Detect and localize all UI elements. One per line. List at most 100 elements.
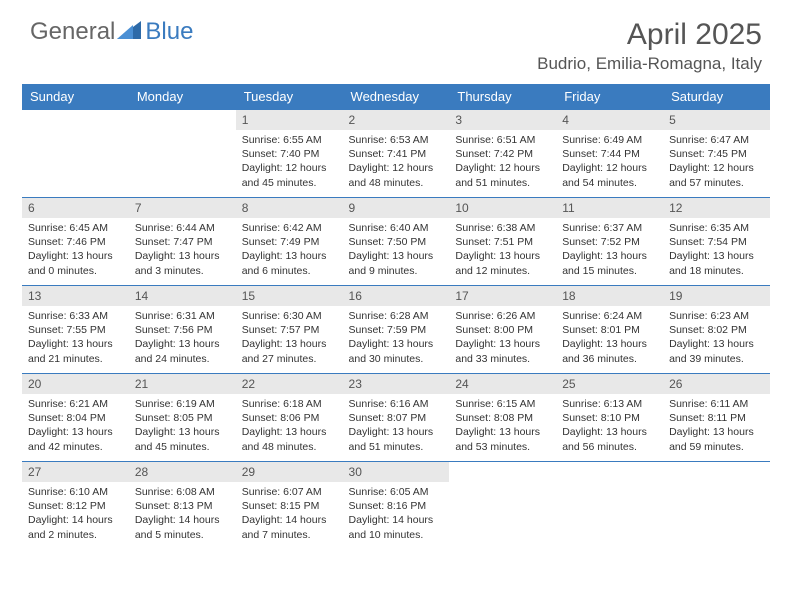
- calendar-cell: .: [449, 462, 556, 550]
- day-details: Sunrise: 6:55 AMSunset: 7:40 PMDaylight:…: [236, 130, 343, 196]
- day-number: 3: [449, 110, 556, 130]
- day-number: 21: [129, 374, 236, 394]
- calendar-week-row: 6Sunrise: 6:45 AMSunset: 7:46 PMDaylight…: [22, 198, 770, 286]
- day-number: 26: [663, 374, 770, 394]
- calendar-cell: 17Sunrise: 6:26 AMSunset: 8:00 PMDayligh…: [449, 286, 556, 374]
- calendar-cell: 1Sunrise: 6:55 AMSunset: 7:40 PMDaylight…: [236, 110, 343, 198]
- day-details: Sunrise: 6:13 AMSunset: 8:10 PMDaylight:…: [556, 394, 663, 460]
- day-number: 22: [236, 374, 343, 394]
- day-number: 4: [556, 110, 663, 130]
- day-number: 2: [343, 110, 450, 130]
- calendar-cell: 15Sunrise: 6:30 AMSunset: 7:57 PMDayligh…: [236, 286, 343, 374]
- day-details: Sunrise: 6:24 AMSunset: 8:01 PMDaylight:…: [556, 306, 663, 372]
- day-details: Sunrise: 6:33 AMSunset: 7:55 PMDaylight:…: [22, 306, 129, 372]
- calendar-cell: 14Sunrise: 6:31 AMSunset: 7:56 PMDayligh…: [129, 286, 236, 374]
- weekday-header-row: Sunday Monday Tuesday Wednesday Thursday…: [22, 84, 770, 110]
- day-details: Sunrise: 6:11 AMSunset: 8:11 PMDaylight:…: [663, 394, 770, 460]
- day-details: Sunrise: 6:47 AMSunset: 7:45 PMDaylight:…: [663, 130, 770, 196]
- weekday-header: Tuesday: [236, 84, 343, 110]
- day-number: 20: [22, 374, 129, 394]
- calendar-week-row: 20Sunrise: 6:21 AMSunset: 8:04 PMDayligh…: [22, 374, 770, 462]
- day-number: 27: [22, 462, 129, 482]
- day-number: 25: [556, 374, 663, 394]
- logo-text-blue: Blue: [145, 18, 193, 46]
- calendar-cell: 23Sunrise: 6:16 AMSunset: 8:07 PMDayligh…: [343, 374, 450, 462]
- day-number: 5: [663, 110, 770, 130]
- day-details: Sunrise: 6:18 AMSunset: 8:06 PMDaylight:…: [236, 394, 343, 460]
- calendar-cell: 11Sunrise: 6:37 AMSunset: 7:52 PMDayligh…: [556, 198, 663, 286]
- day-details: Sunrise: 6:44 AMSunset: 7:47 PMDaylight:…: [129, 218, 236, 284]
- calendar-cell: 13Sunrise: 6:33 AMSunset: 7:55 PMDayligh…: [22, 286, 129, 374]
- calendar-week-row: 27Sunrise: 6:10 AMSunset: 8:12 PMDayligh…: [22, 462, 770, 550]
- day-details: Sunrise: 6:08 AMSunset: 8:13 PMDaylight:…: [129, 482, 236, 548]
- calendar-cell: 3Sunrise: 6:51 AMSunset: 7:42 PMDaylight…: [449, 110, 556, 198]
- day-details: Sunrise: 6:45 AMSunset: 7:46 PMDaylight:…: [22, 218, 129, 284]
- calendar-cell: 12Sunrise: 6:35 AMSunset: 7:54 PMDayligh…: [663, 198, 770, 286]
- day-number: 16: [343, 286, 450, 306]
- day-number: 11: [556, 198, 663, 218]
- calendar-cell: .: [556, 462, 663, 550]
- calendar-cell: 7Sunrise: 6:44 AMSunset: 7:47 PMDaylight…: [129, 198, 236, 286]
- day-details: Sunrise: 6:19 AMSunset: 8:05 PMDaylight:…: [129, 394, 236, 460]
- calendar-cell: .: [22, 110, 129, 198]
- calendar-cell: 20Sunrise: 6:21 AMSunset: 8:04 PMDayligh…: [22, 374, 129, 462]
- weekday-header: Saturday: [663, 84, 770, 110]
- calendar-cell: 22Sunrise: 6:18 AMSunset: 8:06 PMDayligh…: [236, 374, 343, 462]
- day-details: Sunrise: 6:31 AMSunset: 7:56 PMDaylight:…: [129, 306, 236, 372]
- calendar-cell: 24Sunrise: 6:15 AMSunset: 8:08 PMDayligh…: [449, 374, 556, 462]
- day-details: Sunrise: 6:51 AMSunset: 7:42 PMDaylight:…: [449, 130, 556, 196]
- calendar-cell: 30Sunrise: 6:05 AMSunset: 8:16 PMDayligh…: [343, 462, 450, 550]
- calendar-cell: 2Sunrise: 6:53 AMSunset: 7:41 PMDaylight…: [343, 110, 450, 198]
- weekday-header: Friday: [556, 84, 663, 110]
- day-details: Sunrise: 6:37 AMSunset: 7:52 PMDaylight:…: [556, 218, 663, 284]
- day-number: 28: [129, 462, 236, 482]
- day-number: 7: [129, 198, 236, 218]
- day-details: Sunrise: 6:23 AMSunset: 8:02 PMDaylight:…: [663, 306, 770, 372]
- calendar-cell: .: [129, 110, 236, 198]
- calendar-cell: 18Sunrise: 6:24 AMSunset: 8:01 PMDayligh…: [556, 286, 663, 374]
- calendar-cell: 4Sunrise: 6:49 AMSunset: 7:44 PMDaylight…: [556, 110, 663, 198]
- calendar-body: ..1Sunrise: 6:55 AMSunset: 7:40 PMDaylig…: [22, 110, 770, 550]
- day-details: Sunrise: 6:16 AMSunset: 8:07 PMDaylight:…: [343, 394, 450, 460]
- weekday-header: Monday: [129, 84, 236, 110]
- calendar-cell: 28Sunrise: 6:08 AMSunset: 8:13 PMDayligh…: [129, 462, 236, 550]
- weekday-header: Thursday: [449, 84, 556, 110]
- day-number: 19: [663, 286, 770, 306]
- logo-triangle-icon: [117, 19, 143, 46]
- calendar-cell: .: [663, 462, 770, 550]
- day-number: 6: [22, 198, 129, 218]
- calendar-cell: 16Sunrise: 6:28 AMSunset: 7:59 PMDayligh…: [343, 286, 450, 374]
- day-number: 1: [236, 110, 343, 130]
- day-number: 17: [449, 286, 556, 306]
- day-details: Sunrise: 6:05 AMSunset: 8:16 PMDaylight:…: [343, 482, 450, 548]
- logo-text-general: General: [30, 18, 115, 46]
- day-details: Sunrise: 6:28 AMSunset: 7:59 PMDaylight:…: [343, 306, 450, 372]
- day-details: Sunrise: 6:07 AMSunset: 8:15 PMDaylight:…: [236, 482, 343, 548]
- day-details: Sunrise: 6:40 AMSunset: 7:50 PMDaylight:…: [343, 218, 450, 284]
- calendar-cell: 5Sunrise: 6:47 AMSunset: 7:45 PMDaylight…: [663, 110, 770, 198]
- day-details: Sunrise: 6:21 AMSunset: 8:04 PMDaylight:…: [22, 394, 129, 460]
- day-details: Sunrise: 6:30 AMSunset: 7:57 PMDaylight:…: [236, 306, 343, 372]
- day-details: Sunrise: 6:38 AMSunset: 7:51 PMDaylight:…: [449, 218, 556, 284]
- weekday-header: Wednesday: [343, 84, 450, 110]
- day-number: 14: [129, 286, 236, 306]
- page-title: April 2025: [537, 18, 762, 52]
- calendar-cell: 29Sunrise: 6:07 AMSunset: 8:15 PMDayligh…: [236, 462, 343, 550]
- day-number: 9: [343, 198, 450, 218]
- day-details: Sunrise: 6:15 AMSunset: 8:08 PMDaylight:…: [449, 394, 556, 460]
- day-details: Sunrise: 6:42 AMSunset: 7:49 PMDaylight:…: [236, 218, 343, 284]
- location-text: Budrio, Emilia-Romagna, Italy: [537, 54, 762, 74]
- day-details: Sunrise: 6:35 AMSunset: 7:54 PMDaylight:…: [663, 218, 770, 284]
- day-number: 24: [449, 374, 556, 394]
- weekday-header: Sunday: [22, 84, 129, 110]
- calendar-cell: 21Sunrise: 6:19 AMSunset: 8:05 PMDayligh…: [129, 374, 236, 462]
- day-number: 15: [236, 286, 343, 306]
- day-number: 12: [663, 198, 770, 218]
- day-number: 30: [343, 462, 450, 482]
- day-details: Sunrise: 6:49 AMSunset: 7:44 PMDaylight:…: [556, 130, 663, 196]
- day-number: 18: [556, 286, 663, 306]
- day-number: 10: [449, 198, 556, 218]
- day-details: Sunrise: 6:53 AMSunset: 7:41 PMDaylight:…: [343, 130, 450, 196]
- day-details: Sunrise: 6:10 AMSunset: 8:12 PMDaylight:…: [22, 482, 129, 548]
- calendar-cell: 25Sunrise: 6:13 AMSunset: 8:10 PMDayligh…: [556, 374, 663, 462]
